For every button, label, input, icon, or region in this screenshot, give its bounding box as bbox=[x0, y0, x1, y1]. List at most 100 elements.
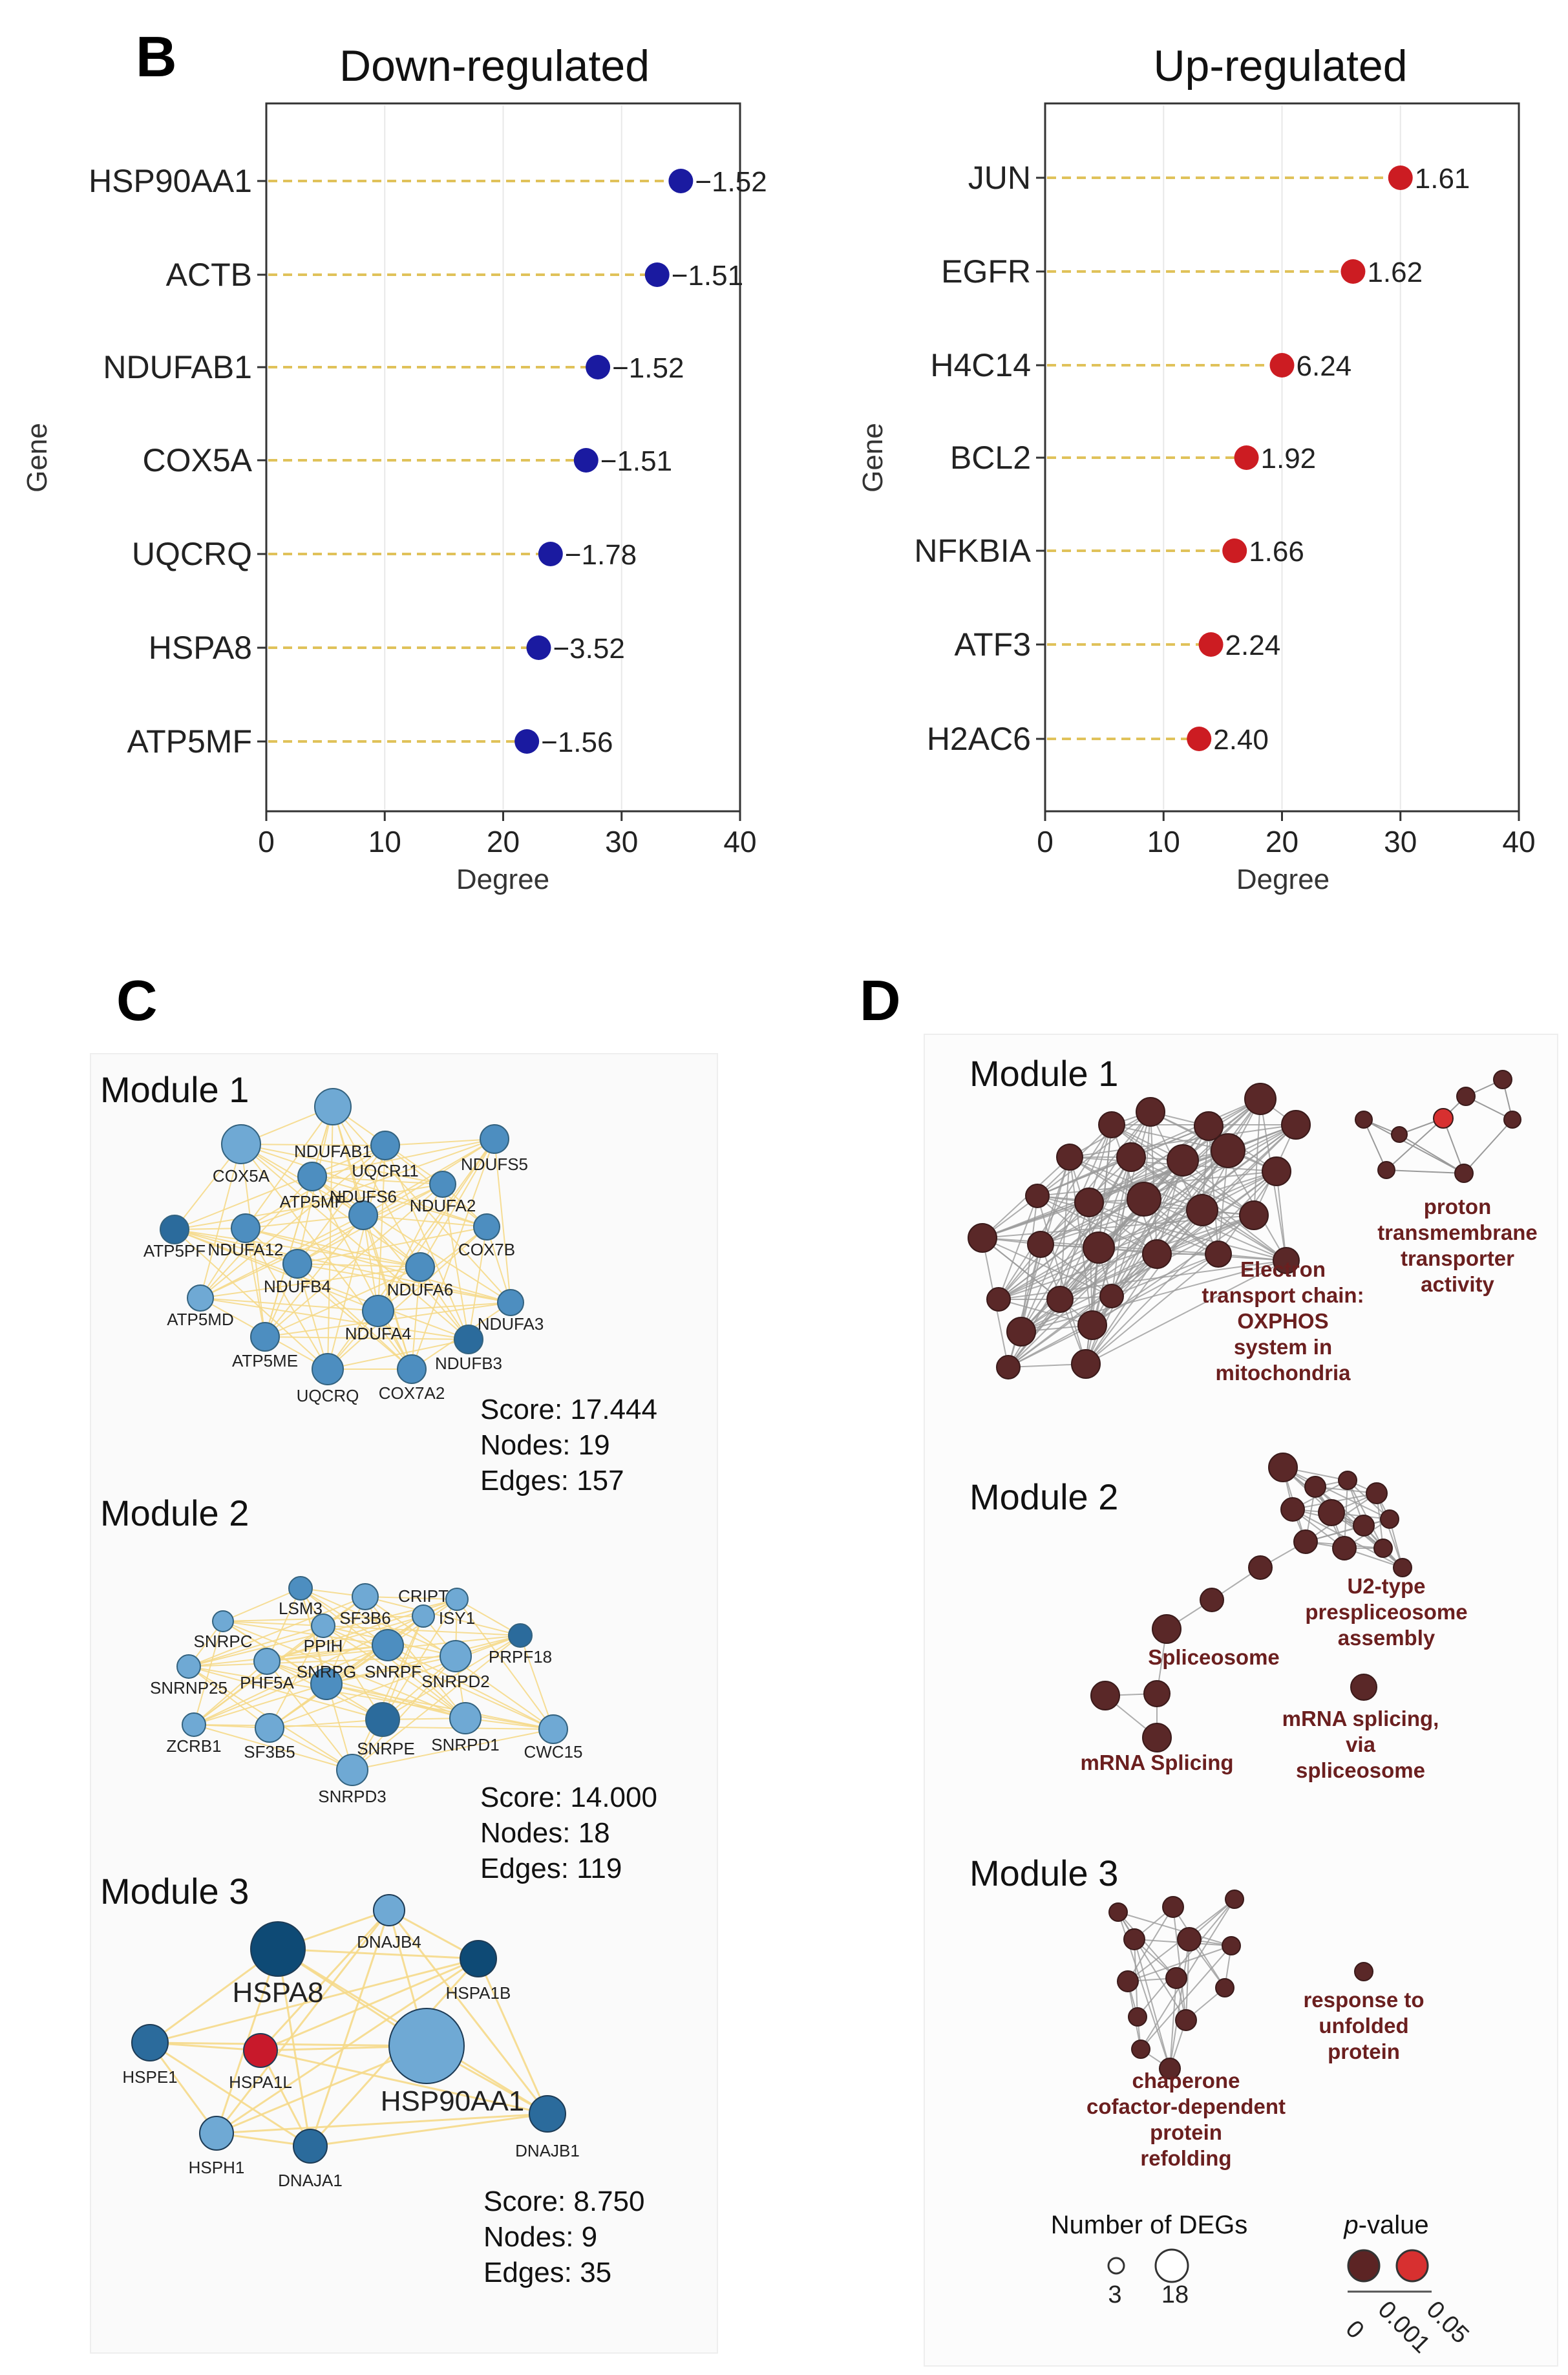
network-node bbox=[1353, 1515, 1375, 1537]
network-node bbox=[397, 1354, 427, 1384]
network-edge bbox=[323, 1625, 521, 1636]
network-node bbox=[1391, 1126, 1408, 1143]
d-module-1-term-proton: proton transmembrane transporter activit… bbox=[1377, 1195, 1538, 1296]
network-node bbox=[1268, 1453, 1298, 1482]
network-edge bbox=[352, 1599, 458, 1771]
network-edge bbox=[309, 1910, 390, 2147]
up-regulated-chart: Up-regulated 1.61 1.62 6.24 1.92 1.66 2.24 2.4… bbox=[857, 41, 1536, 895]
term-line: U2-type bbox=[1347, 1574, 1425, 1598]
network-edge bbox=[1008, 1150, 1229, 1368]
c-module-1-score: Score: 17.444 bbox=[480, 1394, 657, 1425]
network-edge bbox=[982, 1202, 1090, 1239]
network-edge bbox=[277, 1948, 312, 2147]
network-node bbox=[312, 1353, 344, 1385]
network-edge bbox=[1347, 1480, 1384, 1549]
c-module-2-score: Score: 14.000 bbox=[480, 1782, 657, 1813]
network-edge bbox=[297, 1226, 487, 1264]
network-edge bbox=[193, 1683, 327, 1725]
network-edge bbox=[259, 2050, 312, 2147]
network-node bbox=[1159, 2058, 1181, 2080]
network-edge bbox=[222, 1621, 383, 1720]
node-label: SNRPF bbox=[365, 1662, 421, 1681]
node-label: NDUFA2 bbox=[410, 1196, 476, 1215]
x-tick-label: 20 bbox=[487, 825, 520, 858]
network-edge bbox=[222, 1588, 301, 1622]
y-tick-label: JUN bbox=[968, 160, 1031, 196]
network-node bbox=[1304, 1476, 1326, 1498]
network-node bbox=[1074, 1188, 1104, 1217]
network-node bbox=[1090, 1681, 1120, 1710]
network-node bbox=[1077, 1310, 1107, 1340]
network-node bbox=[1194, 1111, 1224, 1141]
network-node bbox=[440, 1640, 472, 1672]
network-node bbox=[996, 1355, 1021, 1379]
network-edge bbox=[326, 1656, 456, 1685]
up-regulated-ylabel: Gene bbox=[857, 423, 889, 493]
network-node bbox=[1281, 1110, 1311, 1140]
d-module-3: Module 3 response to unfolded protein ch… bbox=[969, 1853, 1425, 2170]
term-line: system in bbox=[1234, 1335, 1332, 1359]
network-edge bbox=[200, 1297, 469, 1340]
node-label: SNRPD1 bbox=[431, 1735, 499, 1754]
network-node bbox=[176, 1654, 201, 1679]
network-node bbox=[1027, 1231, 1054, 1258]
network-node bbox=[1099, 1284, 1124, 1308]
network-node bbox=[1503, 1111, 1521, 1129]
network-node bbox=[1332, 1536, 1357, 1560]
network-edge bbox=[312, 1176, 412, 1370]
network-edge bbox=[1134, 1939, 1171, 2069]
c-module-1-edges-count: Edges: 157 bbox=[480, 1465, 624, 1496]
d-module-3-term-chaperone: chaperone cofactor-dependent protein ref… bbox=[1086, 2069, 1286, 2170]
network-node bbox=[370, 1131, 400, 1160]
network-node bbox=[1273, 1247, 1300, 1274]
network-node bbox=[1205, 1241, 1232, 1268]
data-label: −1.78 bbox=[565, 539, 637, 571]
network-edge bbox=[188, 1666, 554, 1730]
network-node bbox=[293, 2129, 328, 2164]
network-edge bbox=[352, 1729, 554, 1771]
network-edge bbox=[477, 1958, 549, 2114]
node-label: HSPH1 bbox=[189, 2158, 245, 2177]
network-edge bbox=[222, 1621, 388, 1646]
network-edge bbox=[1386, 1169, 1465, 1174]
network-edge bbox=[310, 2113, 548, 2147]
network-edge bbox=[1037, 1171, 1277, 1197]
network-node bbox=[1454, 1164, 1474, 1183]
network-node bbox=[1211, 1133, 1245, 1168]
d-module-2-term-mrna-splicing: mRNA Splicing bbox=[1080, 1751, 1233, 1774]
network-node bbox=[199, 2116, 234, 2151]
network-node bbox=[1293, 1529, 1318, 1554]
d-module-2-term-u2: U2-type prespliceosome assembly bbox=[1305, 1574, 1467, 1650]
x-tick-label: 0 bbox=[1037, 825, 1054, 858]
node-label: UQCRQ bbox=[297, 1386, 359, 1405]
legend-size-large-circle bbox=[1154, 2248, 1189, 2283]
node-label: SNRPC bbox=[193, 1632, 252, 1651]
network-node bbox=[352, 1583, 379, 1610]
network-edge bbox=[215, 1910, 390, 2134]
network-edge bbox=[245, 1215, 364, 1229]
network-edge bbox=[240, 1144, 386, 1146]
node-label: PRPF18 bbox=[489, 1647, 552, 1667]
c-module-3-edges bbox=[149, 1909, 549, 2147]
network-edge bbox=[297, 1138, 495, 1264]
network-edge bbox=[998, 1195, 1038, 1300]
down-regulated-ylabel: Gene bbox=[21, 423, 53, 493]
network-edge bbox=[520, 1635, 554, 1730]
node-label: NDUFA4 bbox=[345, 1324, 412, 1343]
network-edge bbox=[240, 1144, 412, 1370]
term-line: cofactor-dependent bbox=[1086, 2094, 1286, 2118]
up-regulated-gridlines bbox=[1163, 105, 1401, 809]
network-edge bbox=[468, 1226, 487, 1340]
network-edge bbox=[1085, 1247, 1099, 1365]
node-label: UQCR11 bbox=[352, 1161, 419, 1180]
node-label: PHF5A bbox=[240, 1673, 294, 1692]
network-edge bbox=[1185, 1939, 1190, 2021]
network-node bbox=[429, 1171, 456, 1198]
network-edge bbox=[1040, 1198, 1145, 1245]
network-edge bbox=[269, 1635, 521, 1729]
network-node bbox=[1046, 1286, 1074, 1313]
node-label: COX7B bbox=[458, 1240, 515, 1259]
data-point bbox=[538, 542, 563, 566]
data-label: −1.52 bbox=[695, 166, 767, 198]
